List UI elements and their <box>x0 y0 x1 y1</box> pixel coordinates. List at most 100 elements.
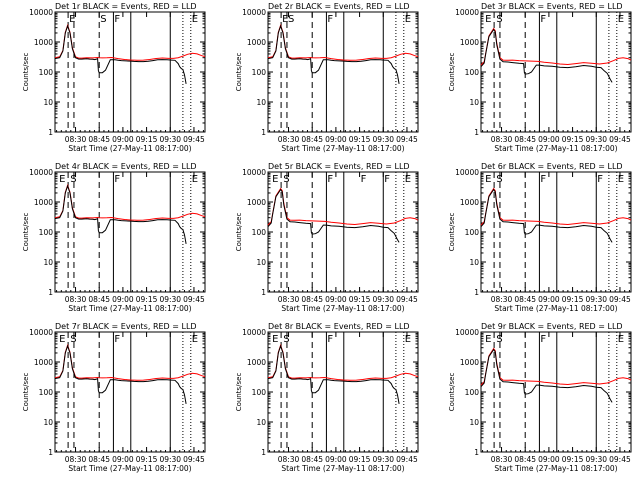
event-marker-label: F <box>327 174 333 185</box>
x-tick-label: 09:00 <box>538 295 560 304</box>
y-tick-label: 100 <box>39 68 54 77</box>
x-tick-label: 08:30 <box>491 455 513 464</box>
y-tick-label: 10 <box>43 258 53 267</box>
x-tick-label: 09:15 <box>136 135 158 144</box>
x-tick-label: 09:00 <box>325 295 347 304</box>
event-marker-label: E <box>405 174 411 185</box>
y-tick-label: 10000 <box>455 8 479 17</box>
y-tick-label: 10 <box>43 418 53 427</box>
event-marker-label: F <box>114 334 120 345</box>
event-marker-label: E <box>618 334 624 345</box>
event-marker-label: E <box>272 174 278 185</box>
x-tick-label: 09:45 <box>609 135 631 144</box>
series-events <box>480 348 613 403</box>
event-marker-label: S <box>283 174 289 185</box>
event-marker-label: F <box>597 174 603 185</box>
event-marker-label: F <box>327 334 333 345</box>
y-tick-label: 1 <box>48 288 53 297</box>
y-tick-label: 100 <box>465 68 480 77</box>
series-events <box>54 344 187 404</box>
x-tick-label: 09:00 <box>325 455 347 464</box>
x-tick-label: 09:15 <box>349 135 371 144</box>
y-tick-label: 100 <box>465 228 480 237</box>
series-events <box>54 184 187 244</box>
x-tick-label: 09:30 <box>585 455 607 464</box>
y-tick-label: 10 <box>256 98 266 107</box>
y-tick-label: 10 <box>469 418 479 427</box>
event-marker-label: E <box>485 14 491 25</box>
event-marker-label: E <box>282 14 288 25</box>
x-tick-label: 08:45 <box>514 455 536 464</box>
y-tick-label: 1 <box>48 128 53 137</box>
x-tick-label: 09:30 <box>159 295 181 304</box>
x-tick-label: 09:45 <box>183 455 205 464</box>
y-tick-label: 1 <box>261 288 266 297</box>
y-tick-label: 10 <box>256 258 266 267</box>
x-tick-label: 08:45 <box>88 295 110 304</box>
x-tick-label: 09:00 <box>112 455 134 464</box>
y-tick-label: 100 <box>252 228 267 237</box>
y-tick-label: 10000 <box>29 328 53 337</box>
x-axis-label: Start Time (27-May-11 08:17:00) <box>494 464 617 473</box>
x-tick-label: 08:45 <box>301 135 323 144</box>
series-events <box>480 28 613 83</box>
x-tick-label: 08:45 <box>88 455 110 464</box>
event-marker-label: E <box>59 174 65 185</box>
x-tick-label: 09:30 <box>159 135 181 144</box>
event-marker-label: S <box>70 334 76 345</box>
event-marker-label: E <box>192 334 198 345</box>
x-tick-label: 08:45 <box>514 135 536 144</box>
y-tick-label: 1 <box>474 128 479 137</box>
y-axis-label: Counts/sec <box>235 373 243 412</box>
event-marker-label: E <box>485 334 491 345</box>
y-axis-label: Counts/sec <box>22 373 30 412</box>
event-marker-label: F <box>540 174 546 185</box>
x-tick-label: 09:45 <box>396 135 418 144</box>
x-tick-label: 09:45 <box>396 295 418 304</box>
y-tick-label: 10000 <box>455 328 479 337</box>
x-axis-label: Start Time (27-May-11 08:17:00) <box>494 144 617 153</box>
y-tick-label: 1000 <box>34 38 53 47</box>
y-axis-label: Counts/sec <box>448 213 456 252</box>
series-lld <box>480 27 632 66</box>
series-events <box>267 188 400 243</box>
event-marker-label: E <box>69 14 75 25</box>
y-tick-label: 10000 <box>29 8 53 17</box>
panel-title: Det 1r BLACK = Events, RED = LLD <box>55 2 197 11</box>
series-lld <box>480 187 632 226</box>
x-tick-label: 09:30 <box>585 295 607 304</box>
x-tick-label: 09:00 <box>538 135 560 144</box>
y-tick-label: 100 <box>39 228 54 237</box>
y-tick-label: 1 <box>261 128 266 137</box>
event-marker-label: S <box>283 334 289 345</box>
x-tick-label: 09:00 <box>325 135 347 144</box>
x-tick-label: 09:00 <box>538 455 560 464</box>
event-marker-label: F <box>540 14 546 25</box>
series-events <box>267 344 400 404</box>
panel-title: Det 7r BLACK = Events, RED = LLD <box>55 322 197 331</box>
event-marker-label: F <box>327 14 333 25</box>
x-tick-label: 09:00 <box>112 135 134 144</box>
event-marker-label: E <box>485 174 491 185</box>
x-axis-label: Start Time (27-May-11 08:17:00) <box>281 144 404 153</box>
y-tick-label: 10000 <box>455 168 479 177</box>
y-tick-label: 1000 <box>460 198 479 207</box>
x-tick-label: 09:15 <box>136 295 158 304</box>
x-axis-label: Start Time (27-May-11 08:17:00) <box>281 464 404 473</box>
panel-title: Det 9r BLACK = Events, RED = LLD <box>481 322 623 331</box>
x-tick-label: 08:30 <box>278 135 300 144</box>
panel-det5: Det 5r BLACK = Events, RED = LLD 1 10 100 10… <box>235 162 419 313</box>
y-axis-label: Counts/sec <box>448 373 456 412</box>
x-tick-label: 08:30 <box>65 135 87 144</box>
y-tick-label: 100 <box>465 388 480 397</box>
panel-det4: Det 4r BLACK = Events, RED = LLD 1 10 100 10… <box>22 162 206 313</box>
x-tick-label: 09:45 <box>609 455 631 464</box>
x-tick-label: 09:45 <box>396 455 418 464</box>
panel-det7: Det 7r BLACK = Events, RED = LLD 1 10 100 10… <box>22 322 206 473</box>
panel-title: Det 3r BLACK = Events, RED = LLD <box>481 2 623 11</box>
series-events <box>480 188 613 243</box>
event-marker-label: S <box>496 174 502 185</box>
x-tick-label: 09:30 <box>585 135 607 144</box>
y-axis-label: Counts/sec <box>235 213 243 252</box>
